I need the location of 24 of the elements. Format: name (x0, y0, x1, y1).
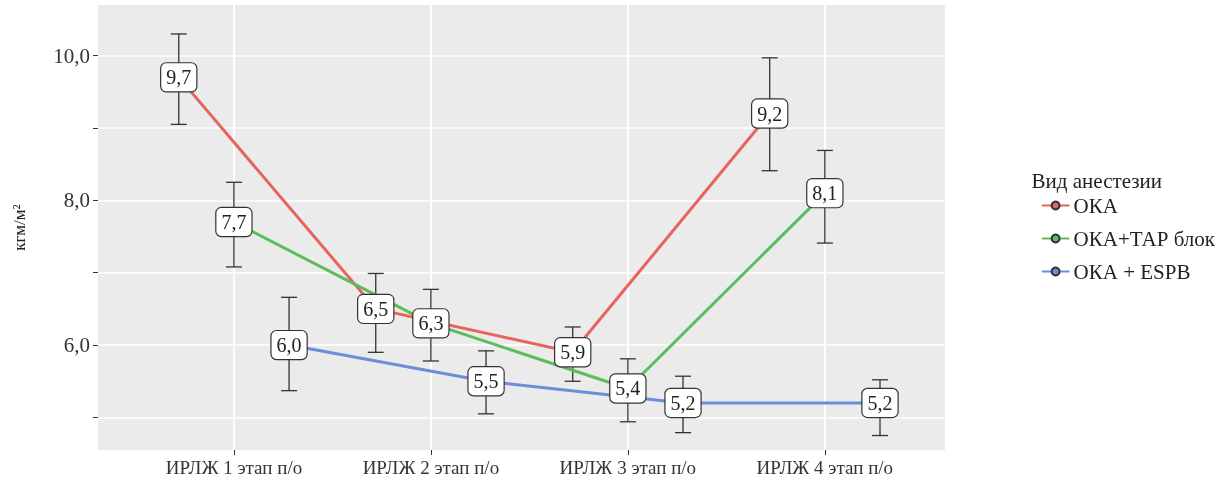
data-label: 6,0 (276, 334, 302, 357)
y-tick-label: 10,0 (53, 43, 90, 68)
data-label: 6,3 (418, 312, 444, 335)
legend-label: ОКА + ESPB (1073, 259, 1191, 284)
x-tick-label: ИРЛЖ 1 этап п/о (165, 457, 303, 478)
data-label: 5,2 (670, 391, 696, 414)
y-axis-title: кгм/м² (10, 204, 29, 251)
data-label: 5,9 (560, 341, 586, 364)
legend-label: ОКА+ТАР блок (1073, 226, 1216, 251)
data-label: 7,7 (221, 211, 247, 234)
data-label: 5,2 (867, 391, 893, 414)
y-tick-label: 8,0 (63, 188, 90, 213)
data-label: 8,1 (812, 182, 838, 205)
data-label: 9,2 (757, 102, 783, 125)
legend-title: Вид анестезии (1031, 168, 1163, 193)
data-label: 6,5 (363, 297, 389, 320)
x-tick-label: ИРЛЖ 2 этап п/о (362, 457, 500, 478)
x-tick-label: ИРЛЖ 4 этап п/о (756, 457, 894, 478)
legend-label: ОКА (1073, 193, 1119, 218)
x-tick-label: ИРЛЖ 3 этап п/о (559, 457, 697, 478)
data-label: 5,5 (473, 370, 499, 393)
data-label: 5,4 (615, 377, 641, 400)
data-label: 9,7 (166, 66, 192, 89)
y-tick-label: 6,0 (63, 333, 90, 358)
